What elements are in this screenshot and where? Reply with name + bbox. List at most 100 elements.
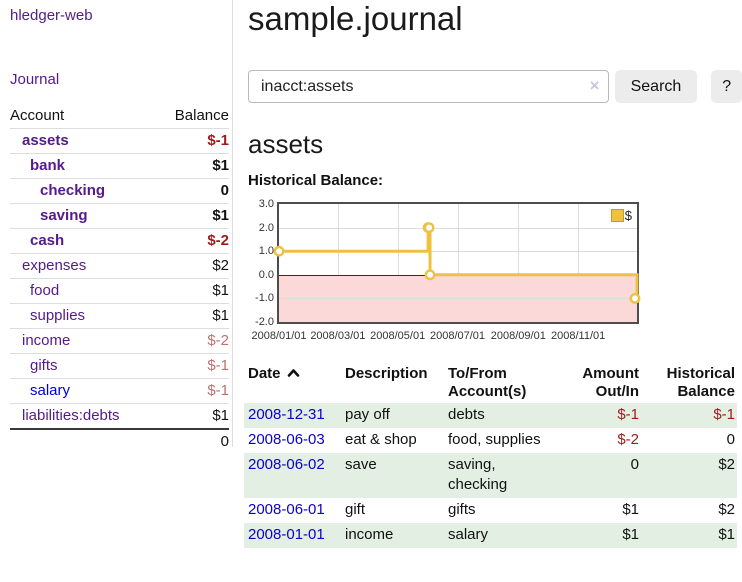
account-row: supplies $1 [10,303,229,329]
y-axis-tick-label: 0.0 [258,268,274,281]
account-row: saving $1 [10,203,229,229]
account-row: salary $-1 [10,378,229,404]
data-point-marker [424,269,436,281]
account-balance: $1 [212,157,229,174]
chart-title: Historical Balance: [248,172,384,189]
accounts-table: Account Balance assets $-1 bank $1 checking 0… [10,104,229,454]
chart-gridline [578,204,580,322]
transaction-balance: $2 [718,456,735,473]
chart-gridline [397,204,399,322]
register-table-body: 2008-12-31 pay off debts $-1 $-1 2008-06-03 ea… [244,403,737,548]
account-balance: 0 [220,182,229,199]
account-link[interactable]: checking [40,182,106,199]
account-link[interactable]: bank [30,157,66,174]
account-row: expenses $2 [10,253,229,279]
transaction-balance: $2 [718,501,735,518]
account-balance: $-2 [207,232,229,249]
chart-legend: $ [608,207,634,224]
transaction-description: save [345,456,377,473]
x-axis-tick-label: 2008/09/01 [489,329,547,343]
legend-swatch [610,209,624,222]
date-header-label: Date [248,365,281,382]
transaction-amount: 0 [630,456,639,473]
search-input[interactable] [248,70,609,103]
transaction-accounts: debts [448,406,485,423]
account-row: income $-2 [10,328,229,354]
transaction-amount: $1 [622,501,639,518]
transaction-amount: $-2 [617,431,639,448]
chart-gridline [279,251,637,253]
account-link[interactable]: cash [30,232,65,249]
accounts-table-body: assets $-1 bank $1 checking 0 saving $1 cash $-2 e… [10,128,229,430]
accounts-header-account: Account [10,107,65,124]
account-link[interactable]: liabilities:debts [22,407,120,424]
x-axis-tick-label: 2008/01/01 [250,329,308,343]
transaction-amount: $-1 [617,406,639,423]
register-table: Date Description To/From Account(s) Amou… [244,365,737,548]
account-balance: $1 [212,307,229,324]
transaction-date-link[interactable]: 2008-06-02 [248,456,325,473]
account-row: gifts $-1 [10,353,229,379]
account-link[interactable]: food [30,282,60,299]
register-header-accounts: To/From Account(s) [448,365,527,400]
transaction-date-link[interactable]: 2008-06-03 [248,431,325,448]
chart-gridline [337,204,339,322]
y-axis-tick-label: 1.0 [258,245,274,258]
account-link[interactable]: gifts [30,357,58,374]
help-button[interactable]: ? [711,70,742,103]
app-title[interactable]: hledger-web [10,7,93,24]
account-row: bank $1 [10,153,229,179]
x-axis-tick-label: 2008/07/01 [428,329,487,343]
x-axis-tick-label: 2008/11/01 [550,329,607,343]
sort-ascending-icon [287,365,300,383]
transaction-balance: $-1 [713,406,735,423]
data-point-marker [629,293,641,304]
transaction-description: eat & shop [345,431,417,448]
y-axis-tick-label: 3.0 [258,198,274,210]
search-button[interactable]: Search [614,70,698,103]
account-link[interactable]: salary [30,382,71,399]
transaction-date-link[interactable]: 2008-01-01 [248,526,325,543]
account-balance: $1 [212,282,229,299]
transaction-accounts: food, supplies [448,431,541,448]
transaction-date-link[interactable]: 2008-06-01 [248,501,325,518]
historical-balance-chart: $ 3.0 2.0 1.0 0.0 -1.0 -2.0 2008/01/01 2008/03/… [248,198,742,348]
account-link[interactable]: assets [22,132,69,149]
data-point-marker [273,245,285,257]
account-link[interactable]: supplies [30,307,86,324]
transaction-accounts: salary [448,526,489,543]
account-link[interactable]: income [22,332,71,349]
transaction-description: pay off [345,406,390,423]
sidebar-item-journal[interactable]: Journal [10,71,60,88]
account-row: food $1 [10,278,229,304]
register-row: 2008-12-31 pay off debts $-1 $-1 [244,403,737,428]
account-link[interactable]: expenses [22,257,87,274]
account-balance: $2 [212,257,229,274]
chart-plot: $ [273,202,641,324]
transaction-balance: $1 [718,526,735,543]
transaction-date-link[interactable]: 2008-12-31 [248,406,325,423]
y-axis-tick-label: 2.0 [258,221,274,234]
search-bar: × Search ? [248,70,742,104]
page-title: sample.journal [248,0,463,37]
account-balance: $-1 [207,132,229,149]
clear-search-icon[interactable]: × [589,76,600,95]
transaction-accounts: gifts [448,501,476,518]
account-row: assets $-1 [10,128,229,154]
register-header-date[interactable]: Date [244,365,341,403]
account-row: checking 0 [10,178,229,204]
data-point-marker [423,222,435,234]
accounts-total-value: 0 [220,433,229,450]
y-axis-tick-label: -1.0 [255,292,274,305]
register-row: 2008-06-03 eat & shop food, supplies $-2 0 [244,428,737,453]
accounts-header-balance: Balance [174,107,229,124]
account-balance: $-1 [207,357,229,374]
transaction-amount: $1 [622,526,639,543]
register-header-row: Date Description To/From Account(s) Amou… [244,365,737,403]
register-row: 2008-06-02 save saving, checking 0 $2 [244,453,737,498]
account-link[interactable]: saving [40,207,88,224]
transaction-accounts: saving, checking [448,456,508,493]
register-header-amount: Amount Out/In [582,365,639,400]
transaction-description: gift [345,501,366,518]
x-axis-tick-label: 2008/03/01 [309,329,367,343]
